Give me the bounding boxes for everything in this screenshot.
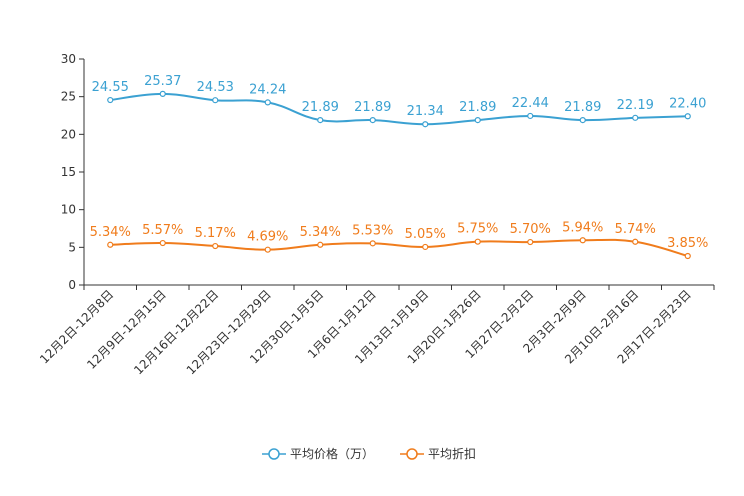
- data-label: 5.05%: [405, 227, 446, 242]
- data-point: [632, 114, 639, 121]
- data-label: 3.85%: [667, 236, 708, 251]
- data-point: [369, 240, 376, 247]
- data-point: [317, 116, 324, 124]
- series-line: [110, 92, 688, 126]
- data-point: [684, 252, 691, 260]
- data-point: [212, 242, 219, 250]
- data-label: 22.40: [669, 96, 706, 111]
- data-label: 24.55: [92, 80, 129, 95]
- data-point: [107, 96, 114, 104]
- data-label: 5.34%: [300, 225, 341, 240]
- data-point: [422, 243, 429, 251]
- y-tick-label: 15: [61, 165, 76, 179]
- y-tick-label: 30: [61, 52, 76, 66]
- data-point: [422, 121, 429, 128]
- y-tick-label: 0: [68, 278, 76, 292]
- data-label: 25.37: [144, 74, 181, 89]
- data-label: 4.69%: [247, 230, 288, 245]
- data-point: [107, 241, 114, 248]
- data-label: 5.53%: [352, 223, 393, 238]
- data-point: [159, 90, 166, 97]
- legend-item-1: 平均折扣: [400, 446, 476, 461]
- data-label: 21.89: [354, 100, 391, 115]
- series-line: [110, 238, 689, 257]
- legend-label: 平均价格（万）: [290, 446, 374, 461]
- legend-item-0: 平均价格（万）: [262, 446, 374, 461]
- series-0: 24.55 25.37 24.53 24.24 21.89 21.89 21.34 21.89…: [92, 74, 706, 128]
- data-label: 5.74%: [615, 222, 656, 237]
- data-point: [474, 238, 481, 245]
- data-point: [159, 239, 166, 247]
- data-label: 5.94%: [562, 220, 603, 235]
- y-tick-label: 10: [61, 203, 76, 217]
- data-point: [579, 237, 586, 244]
- data-point: [317, 241, 324, 248]
- data-point: [579, 116, 586, 124]
- y-tick-label: 25: [61, 90, 76, 104]
- data-point: [684, 113, 691, 120]
- y-tick-label: 20: [61, 127, 76, 141]
- y-tick-label: 5: [68, 240, 76, 254]
- data-label: 21.89: [459, 100, 496, 115]
- series-1: 5.34% 5.57% 5.17% 4.69% 5.34% 5.53% 5.05% 5.75%…: [90, 220, 708, 260]
- data-point: [369, 116, 376, 124]
- legend-label: 平均折扣: [428, 446, 476, 461]
- data-point: [212, 97, 219, 104]
- data-point: [527, 238, 534, 246]
- data-point: [527, 112, 534, 120]
- data-label: 24.53: [197, 80, 234, 95]
- data-label: 5.75%: [457, 222, 498, 237]
- data-label: 5.34%: [90, 225, 131, 240]
- data-label: 5.17%: [195, 226, 236, 241]
- legend-marker-icon: [406, 448, 418, 460]
- data-label: 21.89: [564, 100, 601, 115]
- data-label: 5.57%: [142, 223, 183, 238]
- data-point: [264, 99, 271, 106]
- data-label: 24.24: [249, 82, 286, 97]
- legend-marker-icon: [268, 448, 280, 460]
- data-point: [474, 116, 481, 124]
- data-point: [632, 238, 639, 245]
- data-label: 21.89: [302, 100, 339, 115]
- data-label: 21.34: [407, 104, 444, 119]
- legend: 平均价格（万） 平均折扣: [262, 446, 476, 461]
- data-label: 5.70%: [510, 222, 551, 237]
- series-layer: 24.55 25.37 24.53 24.24 21.89 21.89 21.34 21.89…: [90, 74, 708, 260]
- data-label: 22.19: [617, 98, 654, 113]
- data-point: [264, 246, 271, 253]
- data-label: 22.44: [512, 96, 549, 111]
